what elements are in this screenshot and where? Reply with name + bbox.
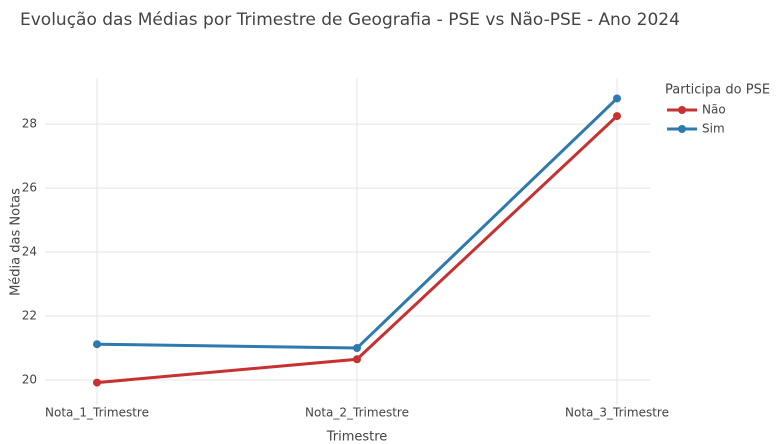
legend-label: Sim bbox=[702, 122, 725, 136]
y-axis-title: Média das Notas bbox=[9, 188, 24, 296]
legend-title: Participa do PSE bbox=[665, 83, 770, 98]
y-tick-label: 24 bbox=[22, 245, 37, 259]
data-point bbox=[353, 355, 361, 364]
data-point bbox=[613, 94, 621, 103]
y-tick-label: 28 bbox=[22, 117, 37, 131]
x-tick-label: Nota_3_Trimestre bbox=[565, 406, 669, 420]
y-tick-label: 26 bbox=[22, 181, 37, 195]
x-tick-label: Nota_1_Trimestre bbox=[45, 406, 149, 420]
chart-title: Evolução das Médias por Trimestre de Geo… bbox=[20, 10, 680, 30]
y-tick-label: 22 bbox=[22, 309, 37, 323]
data-point bbox=[93, 378, 101, 387]
x-tick-label: Nota_2_Trimestre bbox=[305, 406, 409, 420]
data-point bbox=[613, 112, 621, 121]
data-point bbox=[353, 344, 361, 353]
legend-marker bbox=[678, 106, 686, 114]
legend-marker bbox=[678, 125, 686, 133]
x-axis-title: Trimestre bbox=[326, 430, 388, 444]
data-point bbox=[93, 340, 101, 349]
legend-label: Não bbox=[702, 103, 726, 117]
y-tick-label: 20 bbox=[22, 373, 37, 387]
